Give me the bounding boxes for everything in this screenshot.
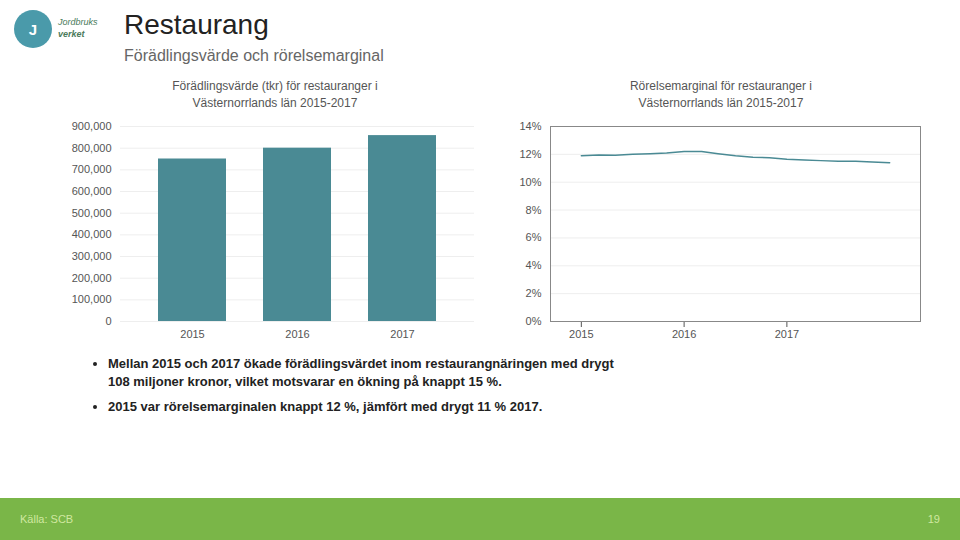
svg-text:900,000: 900,000 [72, 120, 112, 132]
html-text:verket: verket [58, 29, 85, 39]
svg-text:400,000: 400,000 [72, 228, 112, 240]
html-text:Mellan 2015 och 2017 ökade för: Mellan 2015 och 2017 ökade förädlingsvär… [108, 355, 614, 371]
html-text:2015 var rörelsemarginalen kna: 2015 var rörelsemarginalen knappt 12 %, … [108, 399, 543, 415]
svg-text:10%: 10% [519, 175, 541, 187]
html-text:Källa: SCB: Källa: SCB [20, 513, 74, 525]
svg-text:500,000: 500,000 [72, 206, 112, 218]
svg-text:12%: 12% [519, 147, 541, 159]
svg-text:4%: 4% [526, 259, 542, 271]
html-text:19: 19 [927, 513, 940, 525]
svg-text:2017: 2017 [390, 328, 414, 340]
svg-text:14%: 14% [519, 120, 541, 132]
svg-text:2015: 2015 [569, 328, 593, 340]
svg-text:2%: 2% [526, 287, 542, 299]
html-text:Jordbruks: Jordbruks [58, 17, 98, 28]
svg-text:600,000: 600,000 [72, 185, 112, 197]
svg-text:200,000: 200,000 [72, 271, 112, 283]
html-text:Rörelsemarginal för restaurang: Rörelsemarginal för restauranger i Väste… [630, 79, 812, 110]
svg-text:100,000: 100,000 [72, 293, 112, 305]
html-text:Restaurang: Restaurang [124, 9, 269, 40]
html-text:Förädlingsvärde och rörelsemar: Förädlingsvärde och rörelsemarginal [124, 46, 384, 64]
svg-text:300,000: 300,000 [72, 250, 112, 262]
svg-text:700,000: 700,000 [72, 163, 112, 175]
html-text:108 miljoner kronor, vilket mo: 108 miljoner kronor, vilket motsvarar en… [108, 374, 502, 390]
svg-text:6%: 6% [526, 231, 542, 243]
html-text:J: J [28, 20, 38, 38]
svg-text:2017: 2017 [775, 328, 799, 340]
html-text:Förädlingsvärde (tkr) för rest: Förädlingsvärde (tkr) för restauranger i… [172, 79, 378, 110]
svg-text:2015: 2015 [180, 328, 204, 340]
svg-text:0%: 0% [526, 315, 542, 327]
svg-text:2016: 2016 [285, 328, 309, 340]
svg-text:8%: 8% [526, 203, 542, 215]
svg-text:800,000: 800,000 [72, 141, 112, 153]
svg-text:0: 0 [105, 315, 111, 327]
svg-text:2016: 2016 [672, 328, 696, 340]
